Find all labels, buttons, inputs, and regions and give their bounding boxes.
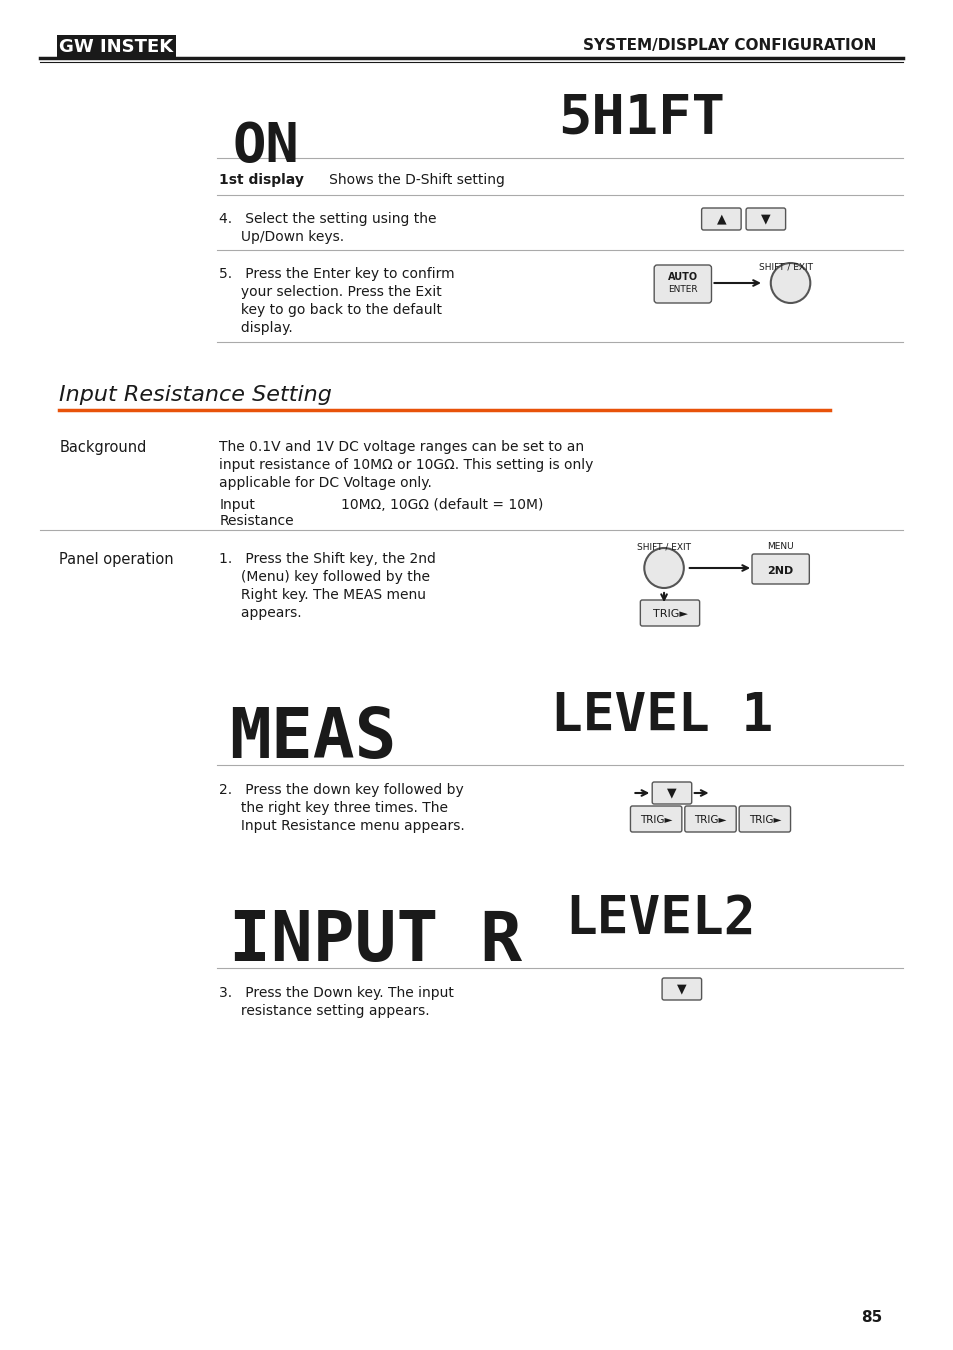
FancyBboxPatch shape	[661, 977, 700, 1000]
Text: resistance setting appears.: resistance setting appears.	[219, 1004, 430, 1018]
Text: TRIG►: TRIG►	[748, 815, 781, 825]
Text: TRIG►: TRIG►	[639, 815, 672, 825]
FancyBboxPatch shape	[639, 599, 699, 626]
FancyBboxPatch shape	[745, 208, 784, 230]
FancyBboxPatch shape	[684, 806, 736, 832]
Text: appears.: appears.	[219, 606, 302, 620]
Text: INPUT R: INPUT R	[229, 909, 522, 975]
FancyBboxPatch shape	[630, 806, 681, 832]
Text: 5H1FT: 5H1FT	[558, 92, 724, 144]
Text: ▲: ▲	[716, 212, 725, 225]
Text: MENU: MENU	[766, 541, 793, 551]
Text: LEVEL 1: LEVEL 1	[551, 690, 773, 743]
FancyBboxPatch shape	[652, 782, 691, 805]
Text: SHIFT / EXIT: SHIFT / EXIT	[758, 262, 812, 271]
Text: ▼: ▼	[666, 787, 676, 799]
Text: ENTER: ENTER	[667, 285, 697, 294]
Text: 1st display: 1st display	[219, 173, 304, 188]
Text: Background: Background	[59, 440, 147, 455]
Text: your selection. Press the Exit: your selection. Press the Exit	[219, 285, 441, 298]
Text: the right key three times. The: the right key three times. The	[219, 801, 448, 815]
Text: Panel operation: Panel operation	[59, 552, 173, 567]
Text: ON: ON	[232, 120, 298, 173]
FancyBboxPatch shape	[751, 554, 808, 585]
Text: SYSTEM/DISPLAY CONFIGURATION: SYSTEM/DISPLAY CONFIGURATION	[582, 38, 876, 53]
Text: applicable for DC Voltage only.: applicable for DC Voltage only.	[219, 477, 432, 490]
Text: Shows the D-Shift setting: Shows the D-Shift setting	[315, 173, 504, 188]
Text: input resistance of 10MΩ or 10GΩ. This setting is only: input resistance of 10MΩ or 10GΩ. This s…	[219, 458, 593, 472]
Text: ▼: ▼	[677, 983, 686, 995]
Text: 5.   Press the Enter key to confirm: 5. Press the Enter key to confirm	[219, 267, 455, 281]
Text: display.: display.	[219, 321, 293, 335]
Text: 85: 85	[861, 1310, 882, 1324]
Text: SHIFT / EXIT: SHIFT / EXIT	[637, 541, 690, 551]
FancyBboxPatch shape	[654, 265, 711, 302]
Circle shape	[643, 548, 683, 589]
Text: 10MΩ, 10GΩ (default = 10M): 10MΩ, 10GΩ (default = 10M)	[340, 498, 542, 512]
Text: AUTO: AUTO	[667, 271, 698, 282]
Text: 2.   Press the down key followed by: 2. Press the down key followed by	[219, 783, 464, 796]
Text: ▼: ▼	[760, 212, 770, 225]
Text: key to go back to the default: key to go back to the default	[219, 302, 442, 317]
Text: The 0.1V and 1V DC voltage ranges can be set to an: The 0.1V and 1V DC voltage ranges can be…	[219, 440, 584, 454]
Text: Input Resistance Setting: Input Resistance Setting	[59, 385, 332, 405]
Text: GW INSTEK: GW INSTEK	[59, 38, 173, 55]
Text: Resistance: Resistance	[219, 514, 294, 528]
Text: 3.   Press the Down key. The input: 3. Press the Down key. The input	[219, 986, 454, 1000]
Text: LEVEL2: LEVEL2	[564, 892, 755, 945]
Text: Up/Down keys.: Up/Down keys.	[219, 230, 344, 244]
Text: (Menu) key followed by the: (Menu) key followed by the	[219, 570, 430, 585]
Text: MEAS: MEAS	[229, 705, 396, 772]
Text: TRIG►: TRIG►	[652, 609, 687, 620]
FancyBboxPatch shape	[700, 208, 740, 230]
FancyBboxPatch shape	[739, 806, 790, 832]
Text: Right key. The MEAS menu: Right key. The MEAS menu	[219, 589, 426, 602]
Circle shape	[770, 263, 809, 302]
Text: Input: Input	[219, 498, 255, 512]
Text: 1.   Press the Shift key, the 2nd: 1. Press the Shift key, the 2nd	[219, 552, 436, 566]
Text: 4.   Select the setting using the: 4. Select the setting using the	[219, 212, 436, 225]
Text: 2ND: 2ND	[767, 566, 793, 576]
Text: TRIG►: TRIG►	[694, 815, 726, 825]
Text: Input Resistance menu appears.: Input Resistance menu appears.	[219, 819, 465, 833]
